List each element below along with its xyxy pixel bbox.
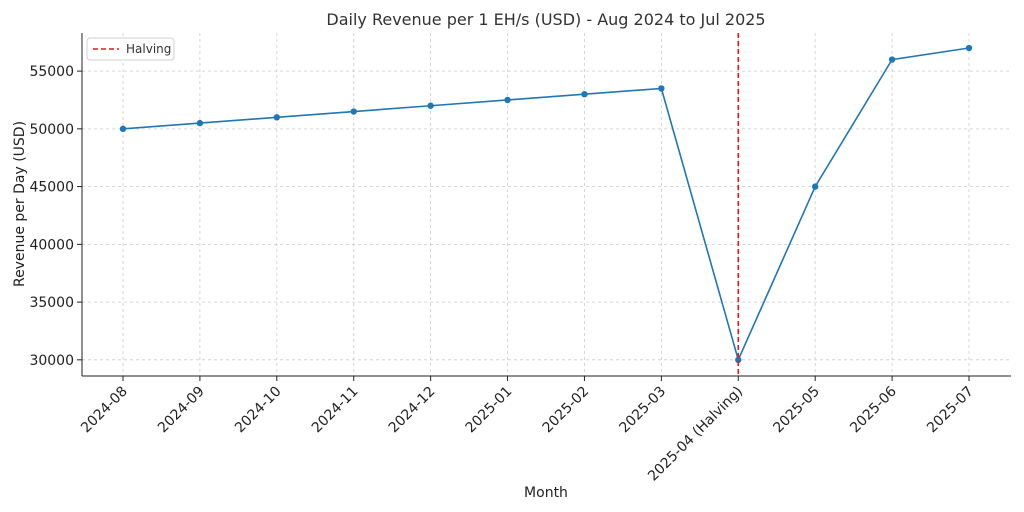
legend-label-halving: Halving: [126, 42, 171, 56]
chart-title: Daily Revenue per 1 EH/s (USD) - Aug 202…: [326, 10, 765, 29]
y-axis-label: Revenue per Day (USD): [12, 121, 28, 287]
data-point: [427, 102, 434, 109]
x-tick-label: 2024-08: [78, 384, 131, 437]
data-point: [196, 119, 204, 127]
data-point: [811, 183, 819, 190]
data-point: [888, 56, 896, 63]
legend: Halving: [86, 37, 175, 61]
legend-box: [86, 37, 175, 61]
series-line-revenue: [122, 47, 970, 363]
data-point: [965, 44, 973, 52]
series-line: [119, 44, 973, 364]
y-tick-label: 30000: [29, 353, 74, 369]
data-point: [581, 91, 588, 98]
y-tick-label: 45000: [29, 180, 74, 196]
y-tick-label: 50000: [29, 122, 74, 138]
x-tick-label: 2025-06: [847, 383, 900, 436]
x-tick-label: 2025-02: [540, 384, 593, 437]
x-tick-label: 2025-07: [924, 384, 977, 437]
y-tick-label: 35000: [29, 295, 74, 311]
data-point: [350, 108, 357, 115]
y-tick-label: 40000: [29, 237, 74, 253]
data-point: [658, 85, 665, 92]
data-point: [273, 114, 281, 121]
y-ticks: 30000 35000 40000 45000 50000 55000: [29, 64, 82, 369]
x-tick-label: 2025-01: [463, 384, 516, 437]
x-tick-label: 2024-12: [386, 384, 439, 437]
grid: [82, 33, 1011, 376]
axes: [81, 33, 1011, 377]
data-point: [119, 125, 127, 133]
data-point: [504, 96, 511, 104]
x-tick-label: 2025-03: [617, 384, 670, 437]
x-ticks: 2024-08 2024-09 2024-10 2024-11 2024-12 2025-…: [78, 376, 977, 484]
data-point: [735, 356, 742, 364]
x-tick-label: 2024-11: [309, 384, 362, 437]
x-tick-label: 2024-09: [155, 384, 208, 437]
x-tick-label: 2025-05: [770, 384, 823, 437]
x-tick-label: 2024-10: [232, 384, 285, 437]
x-axis-label: Month: [524, 485, 568, 501]
y-tick-label: 55000: [29, 64, 74, 80]
